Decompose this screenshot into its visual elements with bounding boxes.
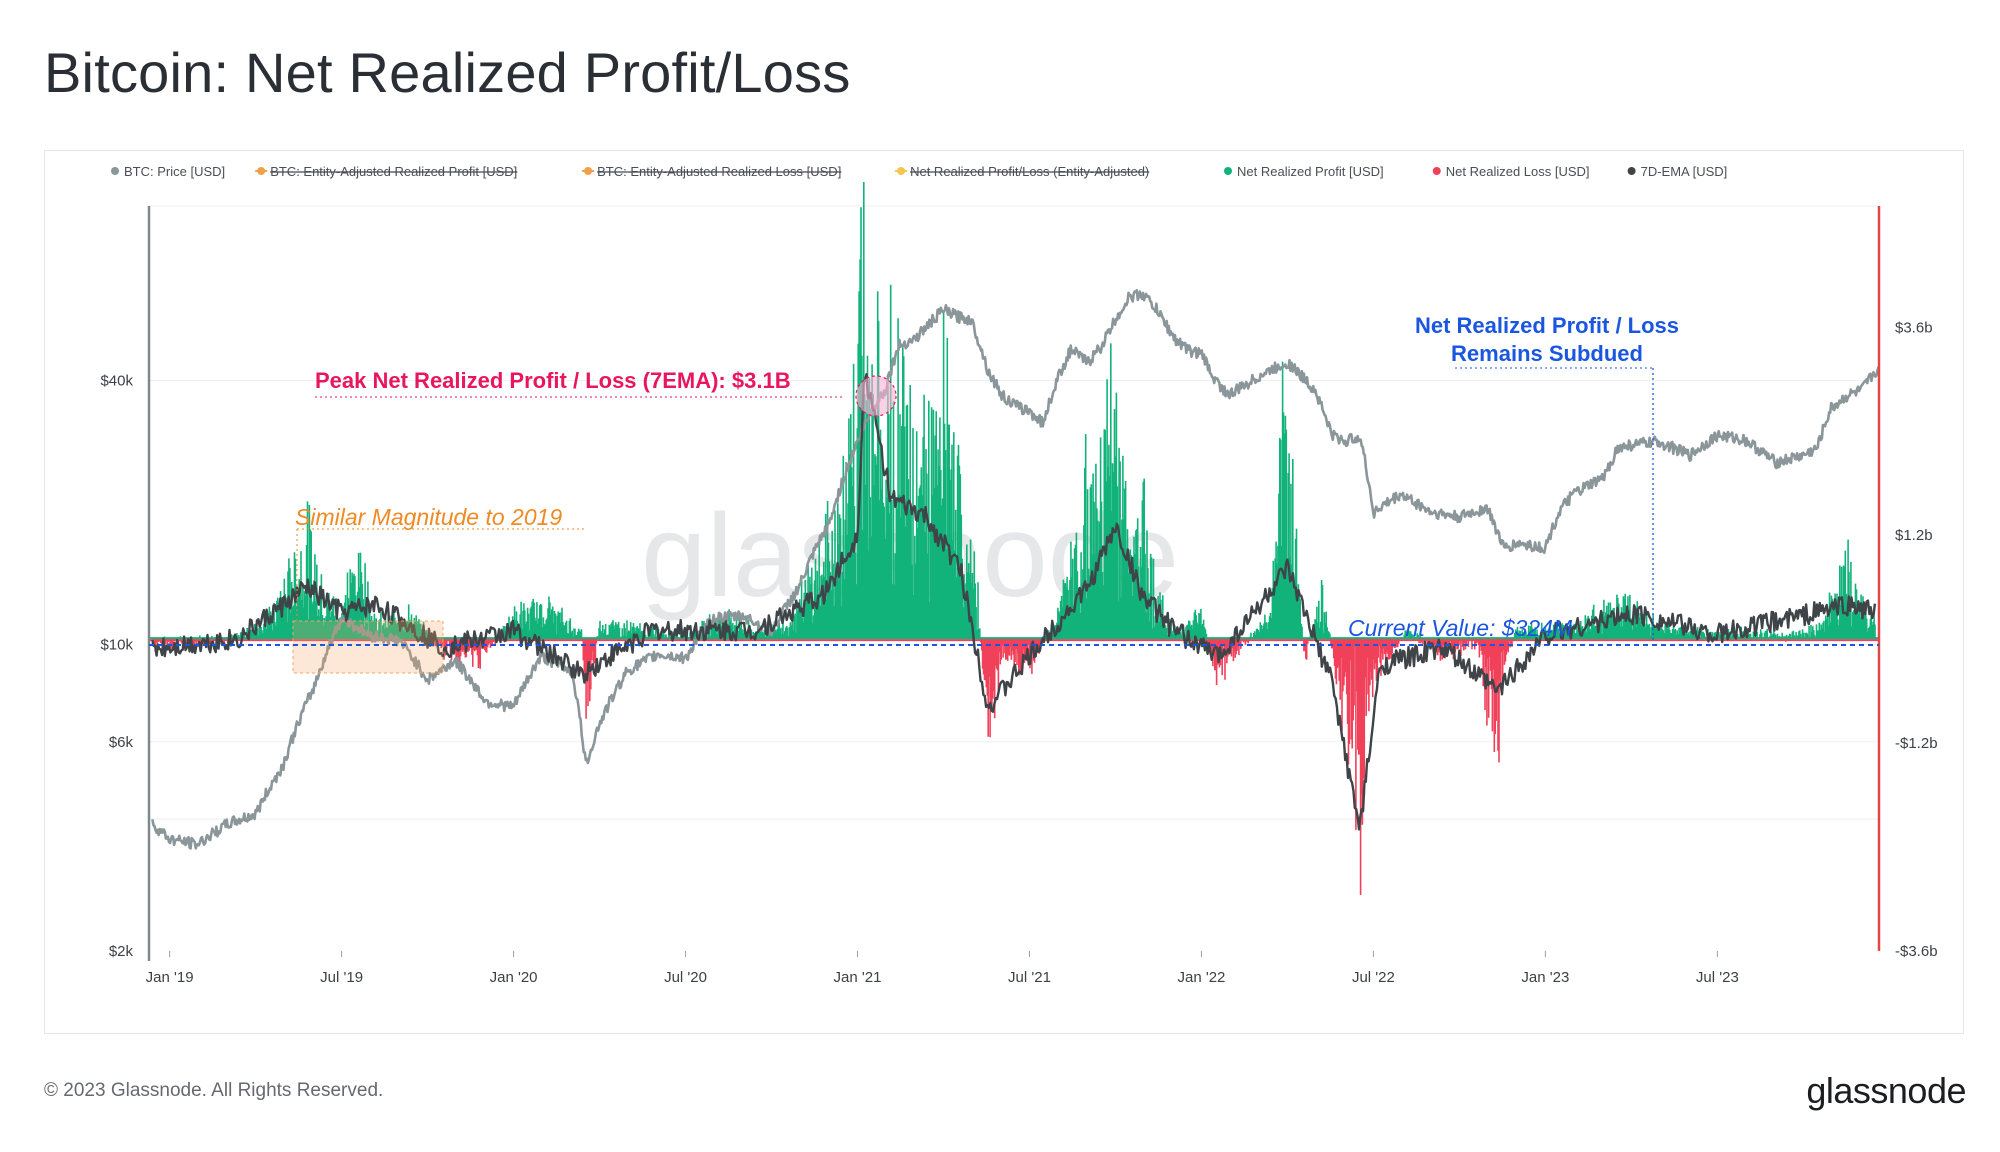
series-btc-price <box>151 289 1880 850</box>
legend-item-label[interactable]: 7D-EMA [USD] <box>1641 164 1728 179</box>
footer-copyright: © 2023 Glassnode. All Rights Reserved. <box>44 1080 384 1101</box>
x-tick-label: Jul '19 <box>320 969 363 986</box>
left-tick-label: $2k <box>109 943 134 960</box>
x-tick-label: Jan '20 <box>490 969 538 986</box>
x-tick-label: Jan '23 <box>1521 969 1569 986</box>
price-path <box>151 289 1880 850</box>
glassnode-logo: glassnode <box>1806 1070 1966 1111</box>
peak-marker <box>855 375 897 417</box>
loss-bars <box>151 639 1817 895</box>
left-tick-label: $6k <box>109 734 134 751</box>
legend-item-label[interactable]: Net Realized Loss [USD] <box>1446 164 1590 179</box>
x-tick-label: Jan '22 <box>1177 969 1225 986</box>
legend-marker[interactable] <box>1432 167 1441 175</box>
legend-marker[interactable] <box>1627 167 1636 175</box>
x-tick-label: Jul '22 <box>1352 969 1395 986</box>
legend-item-label[interactable]: BTC: Entity-Adjusted Realized Loss [USD] <box>597 164 841 179</box>
legend-item-label[interactable]: Net Realized Profit [USD] <box>1237 164 1384 179</box>
ema-path <box>151 373 1877 831</box>
series-net-realized-loss <box>151 639 1817 895</box>
right-axis-ticks: $3.6b $1.2b -$1.2b -$3.6b <box>1895 319 1938 960</box>
chart-svg: BTC: Price [USD] BTC: Entity-Adjusted Rea… <box>100 164 1938 986</box>
right-tick-label: -$3.6b <box>1895 943 1938 960</box>
page-title: Bitcoin: Net Realized Profit/Loss <box>44 41 851 104</box>
x-tick-label: Jan '21 <box>834 969 882 986</box>
x-tick-label: Jan '19 <box>146 969 194 986</box>
similar-magnitude-box <box>292 620 444 674</box>
left-axis-ticks: $40k $10k $6k $2k <box>100 372 133 960</box>
x-axis-ticks: Jan '19 Jul '19 Jan '20 Jul '20 Jan '21 Jul '… <box>146 951 1739 986</box>
right-tick-label: $1.2b <box>1895 527 1933 544</box>
similar-magnitude-label: Similar Magnitude to 2019 <box>295 504 562 530</box>
left-tick-label: $10k <box>100 637 133 654</box>
legend-marker[interactable] <box>1224 167 1232 175</box>
subdued-label-line1: Net Realized Profit / Loss <box>1415 313 1679 338</box>
subdued-label-line2: Remains Subdued <box>1451 341 1643 366</box>
x-tick-label: Jul '20 <box>664 969 707 986</box>
legend-item-label[interactable]: BTC: Entity-Adjusted Realized Profit [US… <box>270 164 517 179</box>
x-tick-label: Jul '21 <box>1008 969 1051 986</box>
right-tick-label: $3.6b <box>1895 319 1933 336</box>
x-tick-label: Jul '23 <box>1696 969 1739 986</box>
peak-label: Peak Net Realized Profit / Loss (7EMA): … <box>315 368 791 393</box>
left-tick-label: $40k <box>100 372 133 389</box>
chart-legend: BTC: Price [USD] BTC: Entity-Adjusted Rea… <box>111 164 1727 179</box>
series-7d-ema <box>151 373 1877 831</box>
current-value-label: Current Value: $324M <box>1348 615 1573 641</box>
right-tick-label: -$1.2b <box>1895 735 1938 752</box>
legend-item-label[interactable]: BTC: Price [USD] <box>124 164 225 179</box>
chart-frame: BTC: Price [USD] BTC: Entity-Adjusted Rea… <box>44 150 1964 1034</box>
legend-item-label[interactable]: Net Realized Profit/Loss (Entity-Adjuste… <box>910 164 1149 179</box>
legend-marker[interactable] <box>111 167 119 175</box>
annotations: Similar Magnitude to 2019 Peak Net Reali… <box>149 313 1879 674</box>
